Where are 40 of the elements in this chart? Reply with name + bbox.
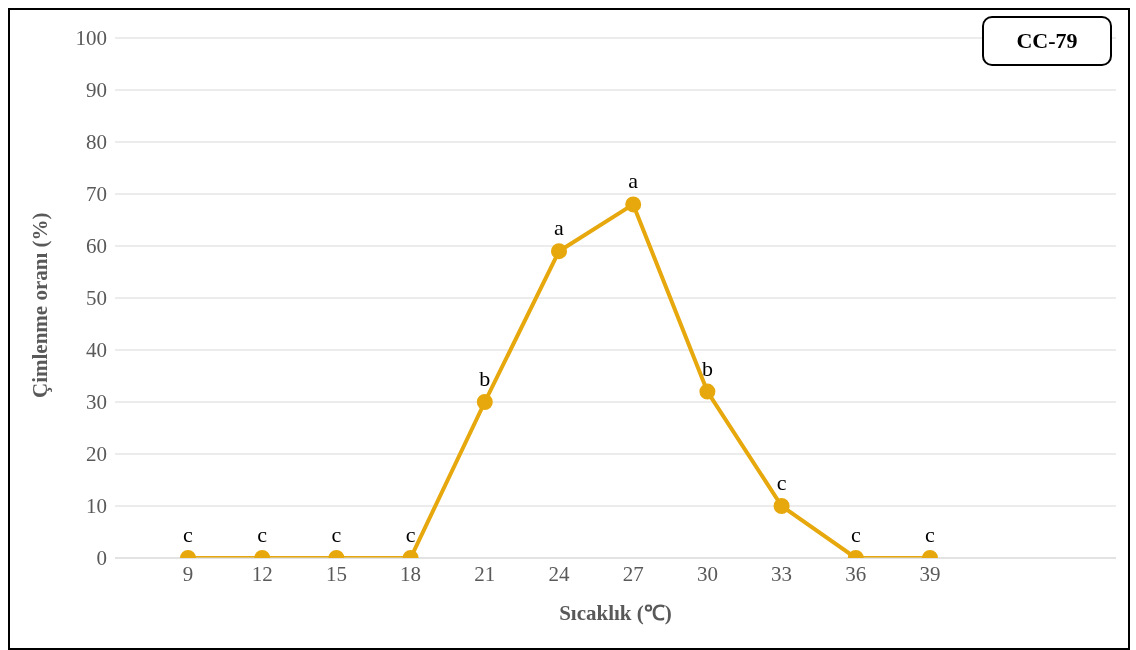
annotation: c: [405, 522, 416, 547]
x-tick-label: 21: [474, 561, 496, 586]
annotation: b: [479, 366, 491, 391]
annotation: a: [628, 168, 639, 194]
annotation: c: [331, 522, 342, 547]
text: CC-79: [982, 16, 1112, 66]
y-tick-label: 100: [75, 26, 107, 51]
point: [625, 196, 642, 213]
x-tick-label: 12: [251, 561, 273, 586]
y-tick-label: 50: [86, 286, 107, 311]
annotation: c: [850, 522, 861, 547]
point: [476, 394, 493, 410]
y-tick-label: 60: [86, 234, 107, 259]
annotation: c: [925, 522, 936, 547]
annotation: c: [776, 470, 787, 495]
point: [699, 383, 716, 400]
annotation: c: [183, 522, 194, 547]
y-tick-label: 70: [86, 182, 107, 207]
y-tick-label: 40: [86, 338, 107, 363]
x-tick-label: 27: [622, 561, 644, 586]
x-tick-label: 30: [696, 561, 718, 586]
annotation: a: [554, 215, 565, 241]
y-axis-title: Çimlenme oranı (%): [28, 212, 53, 398]
x-tick-label: 18: [400, 561, 422, 586]
x-tick-label: 24: [548, 561, 570, 586]
y-tick-label: 0: [96, 546, 107, 571]
x-tick-label: 33: [771, 561, 793, 586]
y-tick-label: 10: [86, 494, 107, 519]
y-tick-label: 30: [86, 390, 107, 415]
x-tick-label: 15: [325, 561, 347, 586]
x-axis-title: Sıcaklık (℃): [559, 601, 672, 625]
x-tick-label: 36: [845, 561, 867, 586]
x-tick-label: 39: [919, 561, 941, 586]
y-tick-label: 90: [86, 78, 107, 103]
annotation: c: [257, 522, 268, 547]
x-tick-label: 9: [182, 561, 194, 586]
y-tick-label: 80: [86, 130, 107, 155]
point: [551, 243, 567, 260]
y-tick-label: 20: [86, 442, 107, 467]
annotation: b: [701, 355, 713, 381]
